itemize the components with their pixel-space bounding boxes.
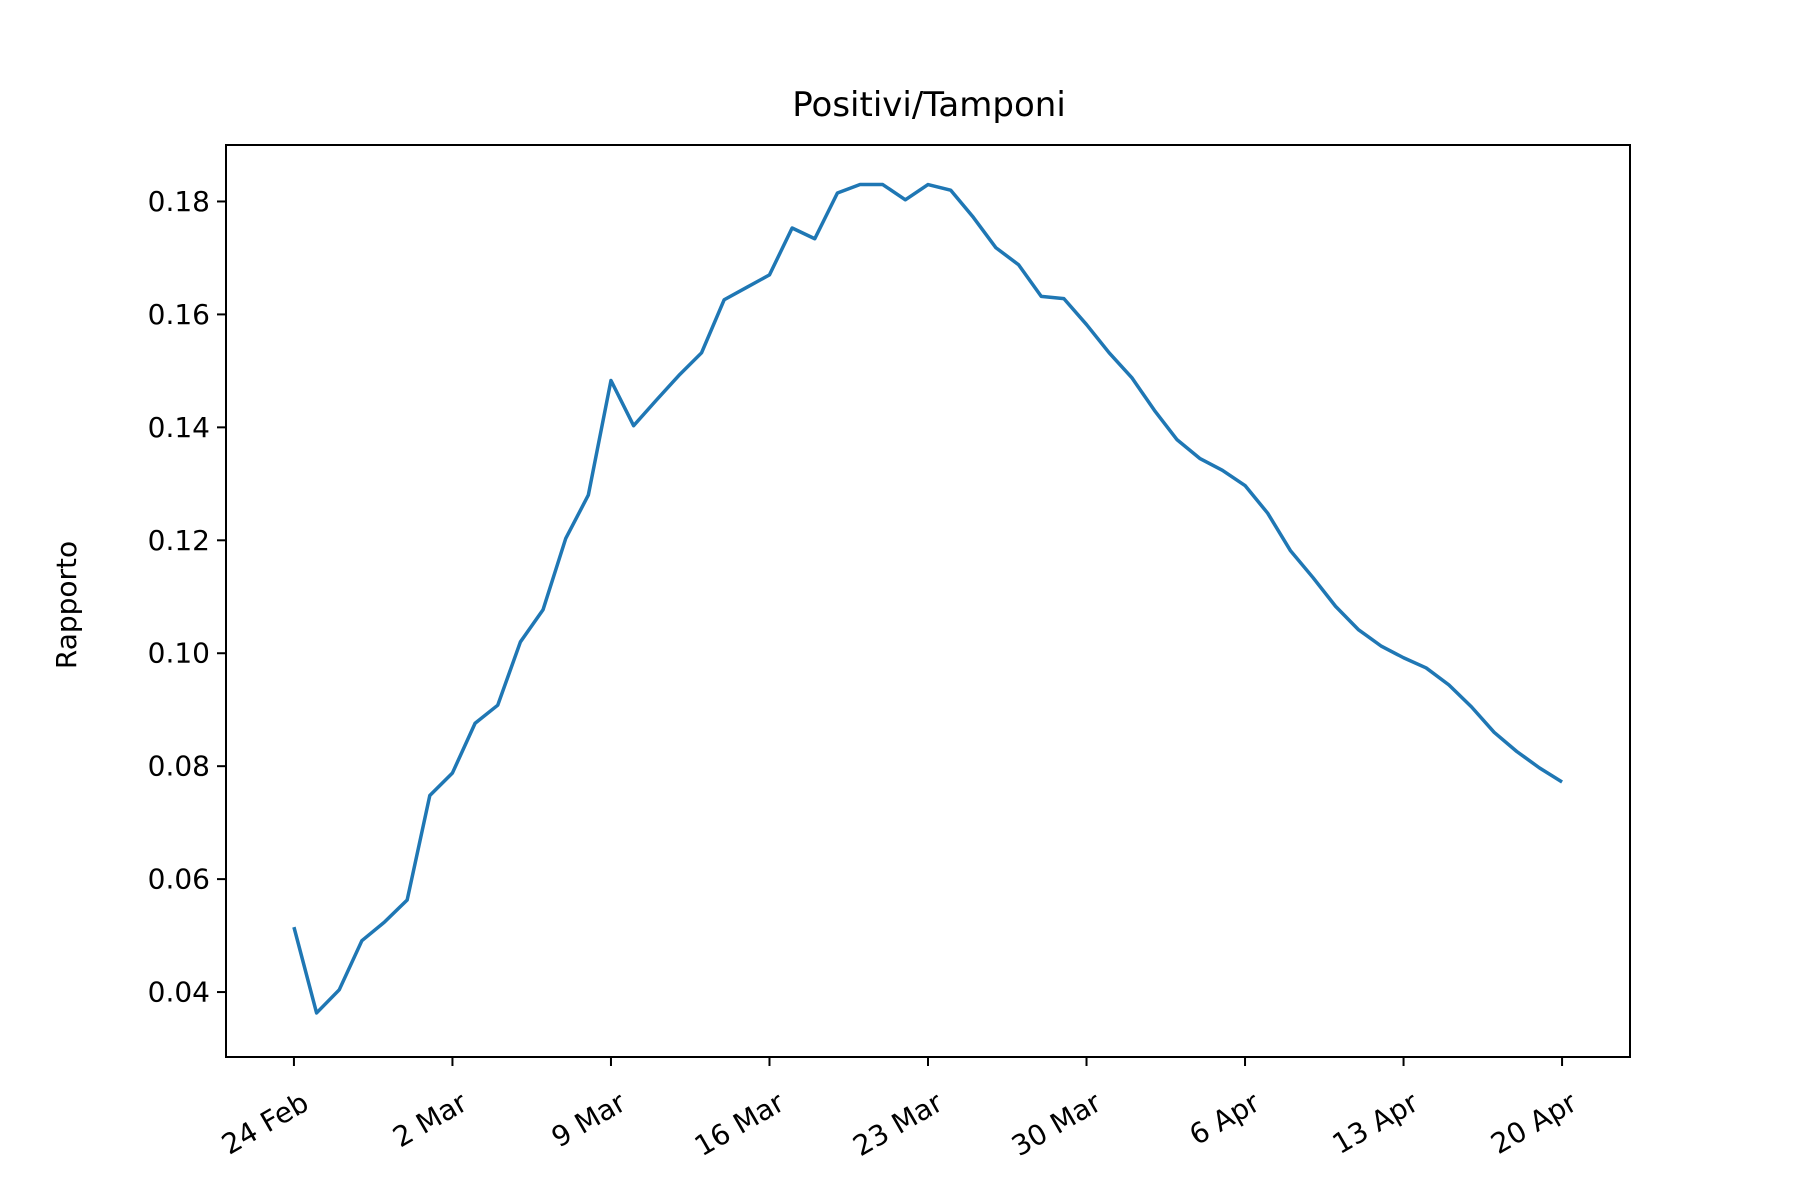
y-tick-label: 0.16 bbox=[148, 298, 210, 331]
y-tick-label: 0.12 bbox=[148, 524, 210, 557]
series-line-0 bbox=[292, 182, 1563, 1015]
y-tick-label: 0.10 bbox=[148, 637, 210, 670]
chart-title: Positivi/Tamponi bbox=[792, 85, 1066, 125]
y-tick-label: 0.06 bbox=[148, 863, 210, 896]
y-tick-label: 0.04 bbox=[148, 976, 210, 1009]
y-tick-label: 0.18 bbox=[148, 185, 210, 218]
y-tick-label: 0.08 bbox=[148, 750, 210, 783]
plot-area bbox=[292, 182, 1563, 1015]
y-axis-label: Rapporto bbox=[50, 541, 83, 669]
plot-frame bbox=[225, 144, 1631, 1058]
y-tick-label: 0.14 bbox=[148, 411, 210, 444]
